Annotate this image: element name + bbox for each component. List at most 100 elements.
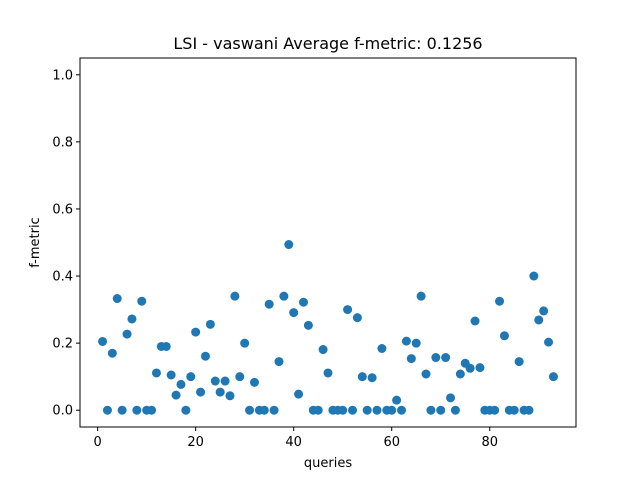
data-point [249, 377, 259, 387]
data-point [240, 338, 250, 348]
data-point [274, 357, 284, 367]
data-point [220, 376, 230, 386]
data-point [441, 353, 451, 363]
data-point [235, 372, 245, 382]
x-tick-label: 20 [187, 435, 204, 450]
data-point [151, 368, 161, 378]
data-point [259, 405, 269, 415]
data-point [431, 353, 441, 363]
data-point [524, 405, 534, 415]
data-point [102, 405, 112, 415]
data-point [279, 291, 289, 301]
y-tick-label: 0.4 [52, 270, 73, 285]
data-point [426, 405, 436, 415]
data-point [176, 379, 186, 389]
data-point [323, 368, 333, 378]
x-tick-label: 40 [285, 435, 302, 450]
data-point [548, 372, 558, 382]
data-point [377, 344, 387, 353]
y-tick-label: 0.0 [52, 404, 73, 419]
y-tick-label: 0.6 [52, 202, 73, 217]
data-point [475, 363, 485, 373]
plot-frame [79, 57, 577, 428]
data-point [421, 369, 431, 379]
data-point [191, 327, 201, 337]
data-point [465, 363, 475, 373]
data-point [352, 313, 362, 323]
data-point [117, 405, 127, 415]
data-point [294, 389, 304, 399]
x-axis-ticks: 0 20 40 60 80 [94, 427, 498, 450]
data-point [318, 345, 328, 355]
data-point [544, 337, 554, 347]
data-point [416, 291, 426, 301]
data-point [338, 405, 348, 415]
data-point [210, 376, 220, 386]
data-point [343, 305, 353, 315]
data-point [181, 405, 191, 415]
data-point [264, 299, 274, 309]
data-point [303, 320, 313, 330]
x-tick-label: 60 [383, 435, 400, 450]
x-tick-label: 0 [94, 435, 102, 450]
y-tick-label: 1.0 [52, 68, 73, 83]
data-point [534, 315, 544, 325]
data-point [455, 369, 465, 379]
y-axis-label: f-metric [28, 217, 43, 267]
y-tick-label: 0.2 [52, 337, 73, 352]
data-point [186, 372, 196, 382]
data-point [200, 351, 210, 361]
data-point [298, 297, 308, 307]
data-point [215, 387, 225, 397]
data-points [98, 240, 558, 415]
data-point [450, 405, 460, 415]
data-point [107, 348, 117, 358]
data-point [392, 395, 402, 405]
y-axis-ticks: 0.0 0.2 0.4 0.6 0.8 1.0 [52, 68, 80, 419]
data-point [367, 373, 377, 383]
data-point [196, 387, 206, 397]
data-point [470, 316, 480, 326]
data-point [122, 329, 132, 339]
data-point [372, 405, 382, 415]
data-point [539, 306, 549, 316]
data-point [499, 331, 509, 341]
data-point [166, 370, 176, 380]
data-point [284, 240, 294, 250]
data-point [348, 405, 358, 415]
data-point [137, 296, 147, 306]
data-point [112, 294, 122, 304]
data-point [490, 405, 500, 415]
chart-title: LSI - vaswani Average f-metric: 0.1256 [173, 34, 482, 53]
data-point [147, 405, 157, 415]
data-point [161, 341, 171, 351]
data-point [269, 405, 279, 415]
data-point [230, 291, 240, 301]
data-point [132, 405, 142, 415]
y-tick-label: 0.8 [52, 135, 73, 150]
data-point [357, 372, 367, 382]
data-point [514, 357, 524, 367]
data-point [436, 405, 446, 415]
data-point [401, 336, 411, 346]
x-axis-label: queries [304, 456, 352, 471]
data-point [397, 405, 407, 415]
data-point [171, 390, 181, 400]
data-point [509, 405, 519, 415]
data-point [495, 296, 505, 306]
data-point [387, 405, 397, 415]
data-point [313, 405, 323, 415]
data-point [529, 271, 539, 281]
data-point [406, 354, 416, 364]
data-point [127, 314, 137, 324]
data-point [245, 405, 255, 415]
data-point [98, 336, 108, 346]
data-point [446, 393, 456, 403]
data-point [362, 405, 372, 415]
data-point [411, 338, 421, 348]
data-point [225, 391, 235, 401]
data-point [205, 319, 215, 329]
data-point [289, 308, 299, 318]
x-tick-label: 80 [481, 435, 498, 450]
